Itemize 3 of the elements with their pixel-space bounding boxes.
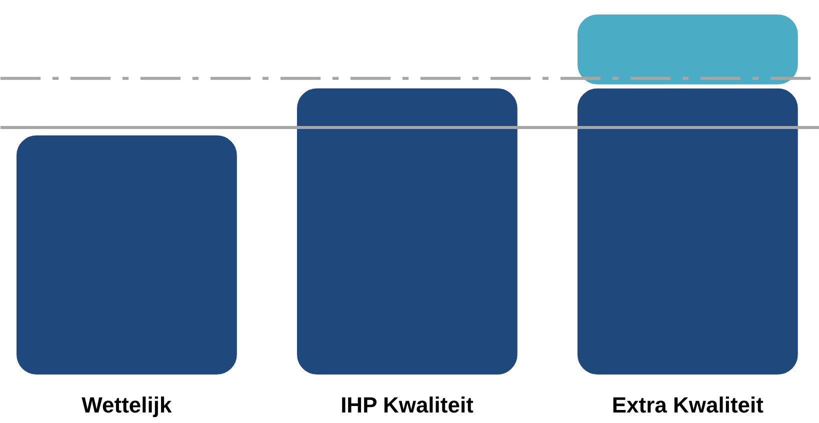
- x-tick-label: Extra Kwaliteit: [612, 392, 764, 418]
- x-tick-label: IHP Kwaliteit: [340, 392, 474, 418]
- x-tick-label: Wettelijk: [82, 392, 173, 418]
